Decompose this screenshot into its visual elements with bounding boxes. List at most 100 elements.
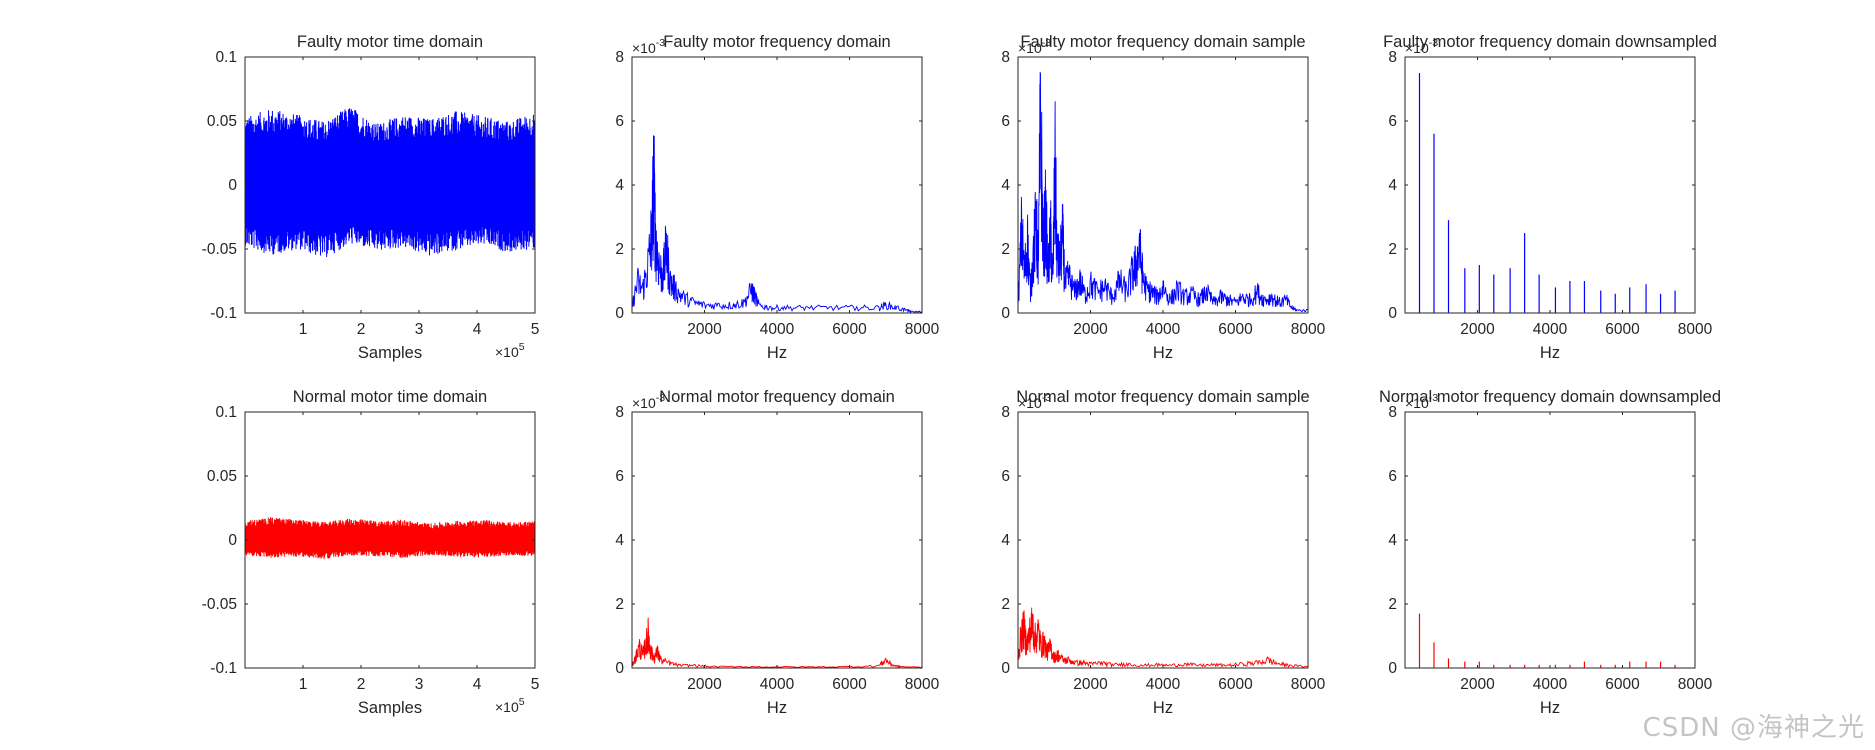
spectrum-trace <box>1017 72 1309 313</box>
subplot-title: Faulty motor frequency domain sample <box>1020 33 1305 51</box>
x-axis-label: Hz <box>767 699 787 717</box>
y-tick-label: 2 <box>615 241 624 258</box>
y-tick-label: 6 <box>1001 113 1010 130</box>
y-tick-label: -0.05 <box>202 596 237 613</box>
x-tick-label: 1 <box>299 676 308 693</box>
x-tick-label: 5 <box>531 676 540 693</box>
subplot-title: Faulty motor frequency domain downsample… <box>1383 33 1717 51</box>
axes-box <box>631 56 923 314</box>
spectrum-trace <box>631 135 923 314</box>
x-exponent-power: 5 <box>519 696 525 708</box>
y-tick-label: 2 <box>615 596 624 613</box>
y-tick-label: 8 <box>1001 49 1010 66</box>
y-tick-label: 4 <box>615 532 624 549</box>
subplot-title: Faulty motor frequency domain <box>663 33 890 51</box>
subplot-faulty-time: 1 2 3 4 5 -0.1 -0.05 0 0.05 0.1 ×105 Faulty motor t… <box>202 33 540 362</box>
x-tick-label: 4 <box>473 676 482 693</box>
subplot-normal-time: 1 2 3 4 5 -0.1 -0.05 0 0.05 0.1 ×105 Normal motor t… <box>202 388 540 717</box>
x-axis-label: Hz <box>1540 699 1560 717</box>
y-exponent-power: -3 <box>656 37 665 49</box>
y-tick-label: 4 <box>1388 532 1397 549</box>
y-tick-label: 6 <box>1388 468 1397 485</box>
x-tick-label: 3 <box>415 676 424 693</box>
y-tick-label: 6 <box>615 113 624 130</box>
x-tick-label: 4000 <box>1533 676 1568 693</box>
x-tick-label: 8000 <box>1291 676 1326 693</box>
y-tick-label: 8 <box>1388 49 1397 66</box>
y-tick-label: 4 <box>1388 177 1397 194</box>
plot-area-faulty-time <box>244 108 536 258</box>
y-tick-label: 0.05 <box>207 113 237 130</box>
y-tick-label: 8 <box>615 404 624 421</box>
subplot-title: Faulty motor time domain <box>297 33 483 51</box>
y-exponent-power: -3 <box>1429 392 1438 404</box>
y-tick-label: 0 <box>228 532 237 549</box>
x-tick-label: 2000 <box>687 321 722 338</box>
subplot-title: Normal motor time domain <box>293 388 487 406</box>
x-tick-label: 6000 <box>832 676 867 693</box>
y-tick-label: 0.05 <box>207 468 237 485</box>
y-tick-label: -0.1 <box>210 305 237 322</box>
plot-area-normal-freq <box>631 616 923 669</box>
x-exponent-label: ×105 <box>495 341 525 360</box>
y-tick-label: 4 <box>1001 177 1010 194</box>
y-tick-label: 8 <box>1001 404 1010 421</box>
axes-box <box>631 411 923 669</box>
signal-band <box>245 523 535 554</box>
y-tick-label: 4 <box>1001 532 1010 549</box>
y-tick-label: -0.1 <box>210 660 237 677</box>
y-exponent-power: -3 <box>1042 392 1051 404</box>
x-tick-label: 2000 <box>1073 676 1108 693</box>
axes-box <box>1404 411 1696 669</box>
x-axis-label: Samples <box>358 344 422 362</box>
y-exponent-power: -3 <box>1042 37 1051 49</box>
x-axis-label: Hz <box>1540 344 1560 362</box>
x-tick-label: 2 <box>357 676 366 693</box>
x-tick-label: 6000 <box>832 321 867 338</box>
x-tick-label: 4000 <box>760 676 795 693</box>
y-tick-label: 0 <box>615 660 624 677</box>
x-tick-label: 2000 <box>1073 321 1108 338</box>
subplot-title: Normal motor frequency domain <box>659 388 895 406</box>
x-tick-label: 2000 <box>1460 676 1495 693</box>
y-tick-label: 0.1 <box>215 404 237 421</box>
y-tick-label: 8 <box>615 49 624 66</box>
y-exponent-label: ×10-3 <box>632 37 665 56</box>
y-tick-label: 6 <box>1388 113 1397 130</box>
x-axis-label: Hz <box>767 344 787 362</box>
x-tick-label: 4000 <box>1533 321 1568 338</box>
x-tick-label: 4000 <box>1146 676 1181 693</box>
x-tick-label: 8000 <box>1291 321 1326 338</box>
plot-area-normal-freq-down <box>1418 613 1676 668</box>
y-tick-label: 2 <box>1388 596 1397 613</box>
subplot-title: Normal motor frequency domain downsample… <box>1379 388 1721 406</box>
x-tick-label: 4000 <box>760 321 795 338</box>
y-tick-label: 2 <box>1001 596 1010 613</box>
spectrum-trace <box>631 616 923 669</box>
x-tick-label: 4000 <box>1146 321 1181 338</box>
y-tick-label: 0 <box>615 305 624 322</box>
y-tick-label: 2 <box>1388 241 1397 258</box>
x-tick-label: 8000 <box>905 676 940 693</box>
x-tick-label: 6000 <box>1605 321 1640 338</box>
y-tick-label: -0.05 <box>202 241 237 258</box>
x-tick-label: 8000 <box>905 321 940 338</box>
x-tick-label: 2000 <box>1460 321 1495 338</box>
y-tick-label: 0 <box>1001 660 1010 677</box>
x-tick-label: 3 <box>415 321 424 338</box>
x-exponent-label: ×105 <box>495 696 525 715</box>
plot-area-faulty-freq-sample <box>1017 72 1309 313</box>
plot-area-normal-freq-sample <box>1017 607 1309 669</box>
y-tick-label: 4 <box>615 177 624 194</box>
watermark: CSDN @海神之光 <box>1642 713 1865 743</box>
x-tick-label: 6000 <box>1218 676 1253 693</box>
x-tick-label: 2000 <box>687 676 722 693</box>
x-axis-label: Samples <box>358 699 422 717</box>
x-tick-label: 8000 <box>1678 321 1713 338</box>
y-exponent-power: -3 <box>656 392 665 404</box>
